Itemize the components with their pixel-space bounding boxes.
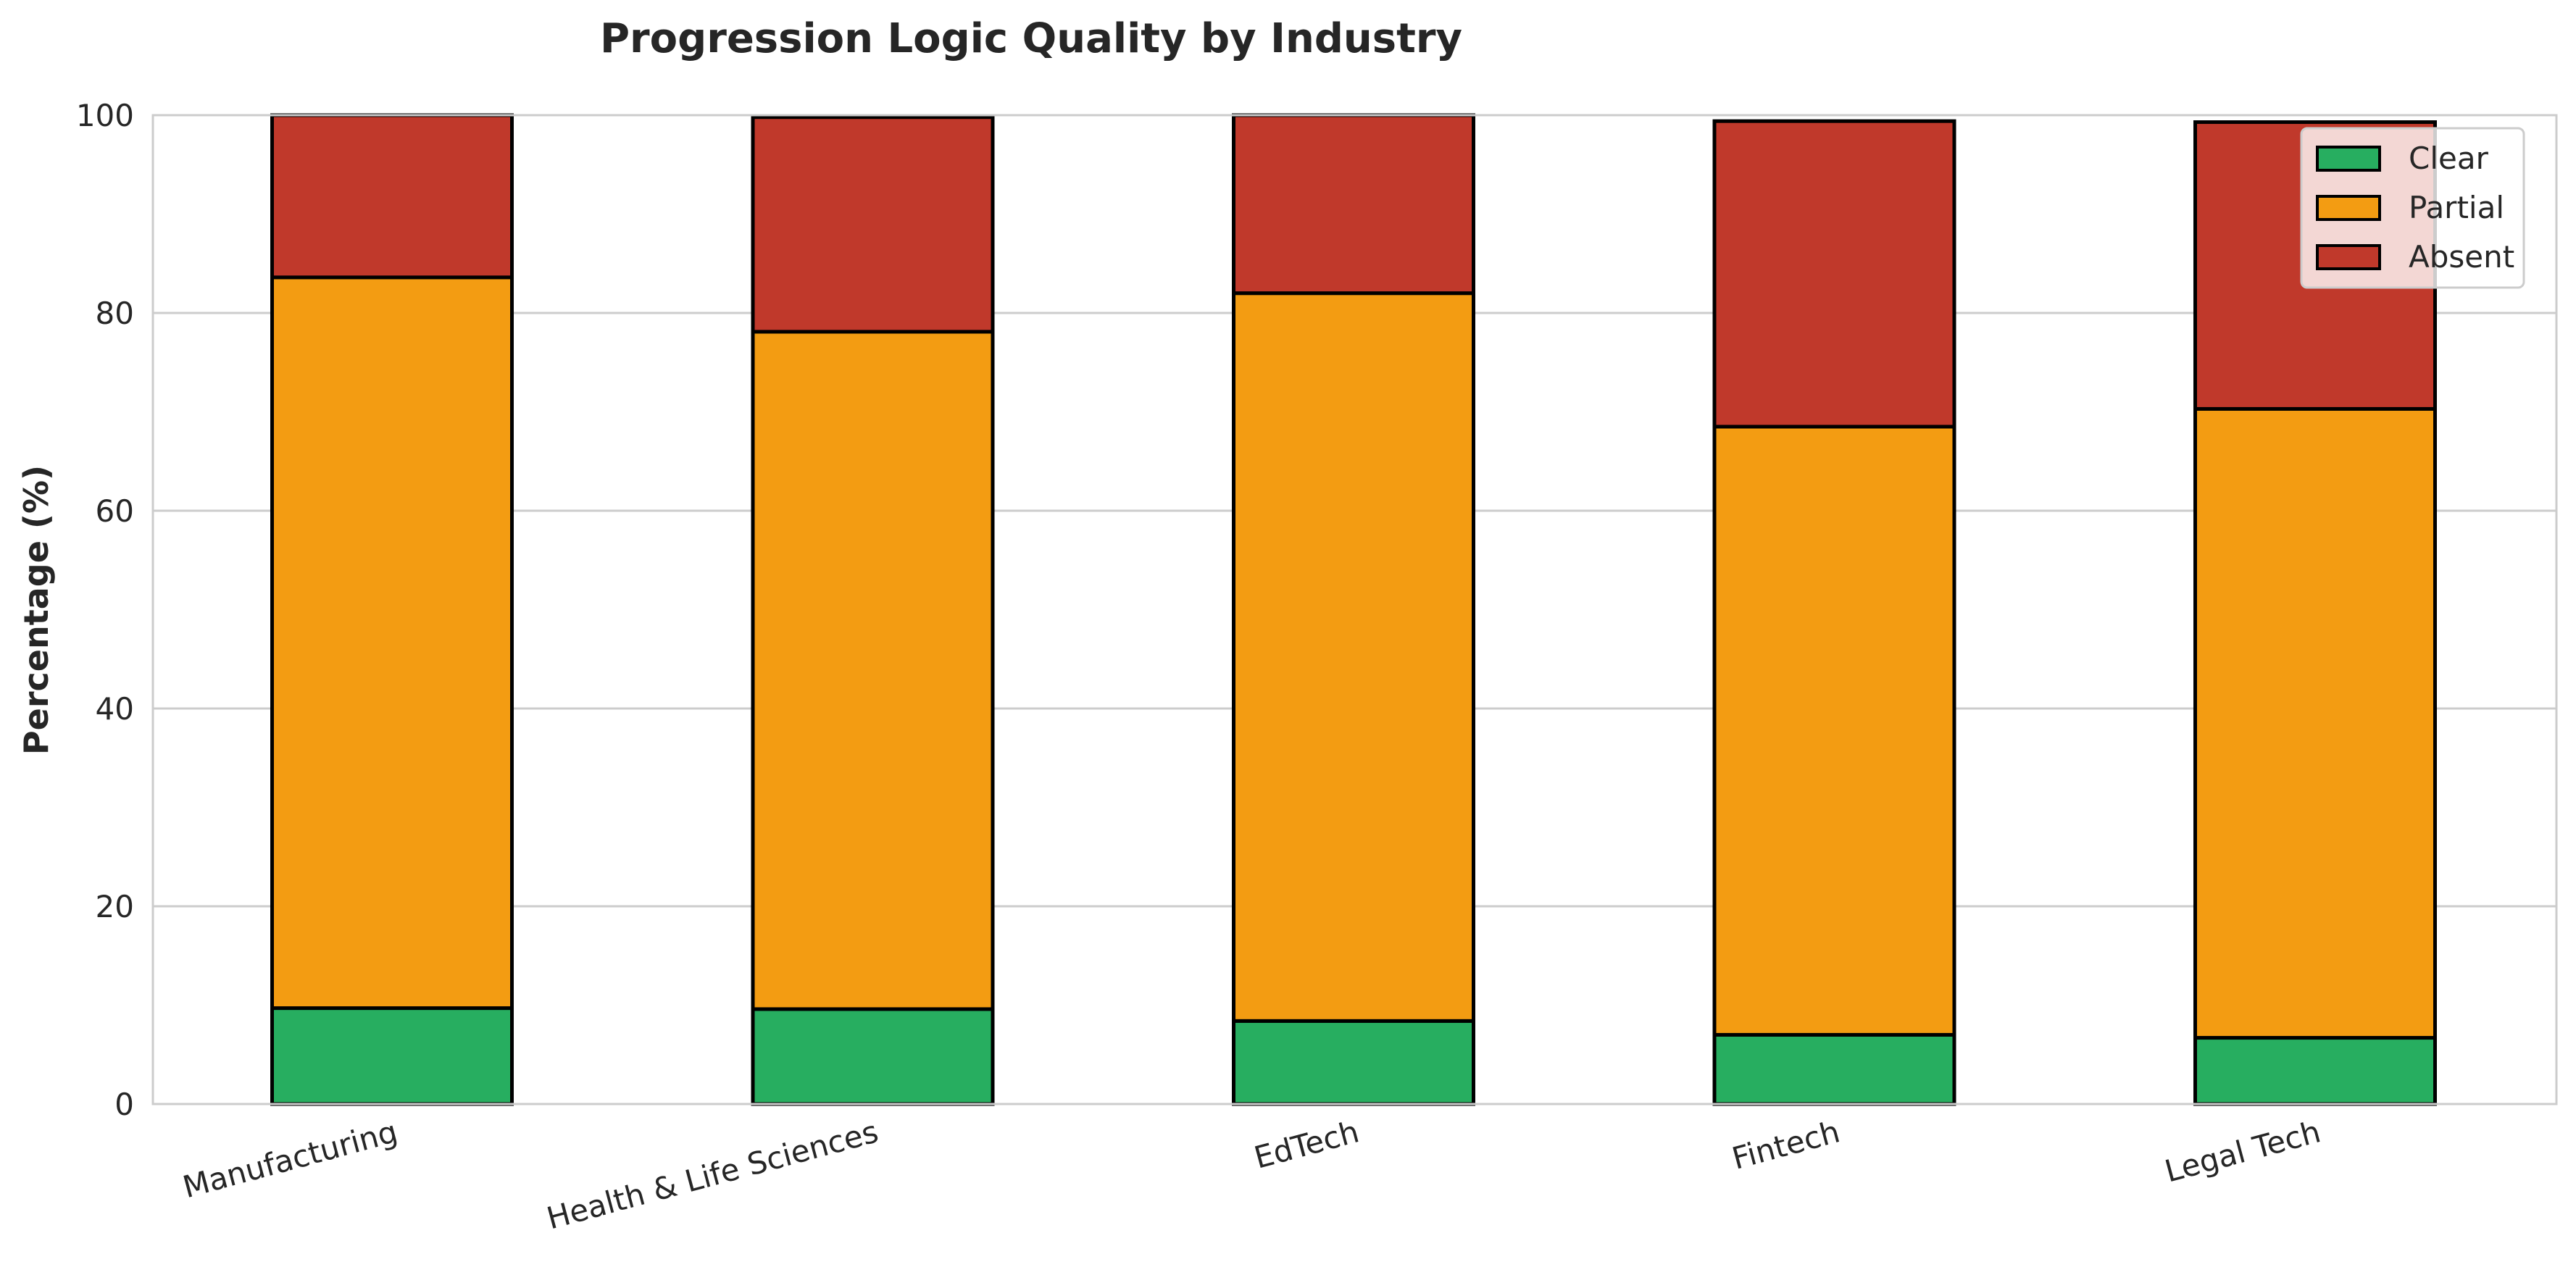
bar-absent-3 (1232, 113, 1475, 296)
legend-label-absent: Absent (2409, 239, 2514, 275)
y-tick-label: 100 (76, 98, 134, 133)
bar-clear-1 (270, 1006, 514, 1106)
x-tick-labels: Manufacturing Health & Life Sciences EdTec… (179, 1113, 2324, 1236)
y-tick-label: 20 (96, 889, 134, 924)
x-tick-label: Fintech (1728, 1113, 1843, 1176)
bar-partial-1 (270, 275, 514, 1011)
legend-label-partial: Partial (2409, 190, 2504, 225)
bar-absent-2 (751, 115, 995, 334)
bar-absent-1 (270, 113, 514, 280)
legend-label-clear: Clear (2409, 141, 2489, 176)
bar-clear-3 (1232, 1019, 1475, 1106)
legend-swatch-clear (2316, 146, 2381, 172)
x-tick-label: Legal Tech (2161, 1113, 2324, 1189)
chart-title: Progression Logic Quality by Industry (600, 15, 1462, 62)
bar-clear-4 (1712, 1032, 1956, 1106)
bars (270, 113, 2437, 1106)
bar-partial-5 (2193, 406, 2437, 1040)
y-tick-label: 0 (114, 1087, 134, 1122)
legend-swatch-absent (2316, 244, 2381, 270)
bar-partial-4 (1712, 425, 1956, 1037)
legend-swatch-partial (2316, 195, 2381, 221)
y-tick-label: 40 (96, 691, 134, 727)
y-axis-label: Percentage (%) (17, 465, 56, 755)
x-tick-label: EdTech (1251, 1113, 1363, 1175)
legend: Clear Partial Absent (2300, 127, 2525, 289)
bar-clear-2 (751, 1007, 995, 1106)
y-tick-labels: 0 20 40 60 80 100 (76, 98, 134, 1122)
bar-partial-2 (751, 330, 995, 1011)
plot-frame (151, 114, 2558, 1105)
x-tick-label: Manufacturing (179, 1113, 401, 1205)
bar-partial-3 (1232, 291, 1475, 1023)
x-tick-label: Health & Life Sciences (543, 1113, 882, 1236)
bar-clear-5 (2193, 1036, 2437, 1106)
bar-absent-4 (1712, 119, 1956, 429)
y-tick-label: 60 (96, 493, 134, 529)
y-tick-label: 80 (96, 296, 134, 331)
